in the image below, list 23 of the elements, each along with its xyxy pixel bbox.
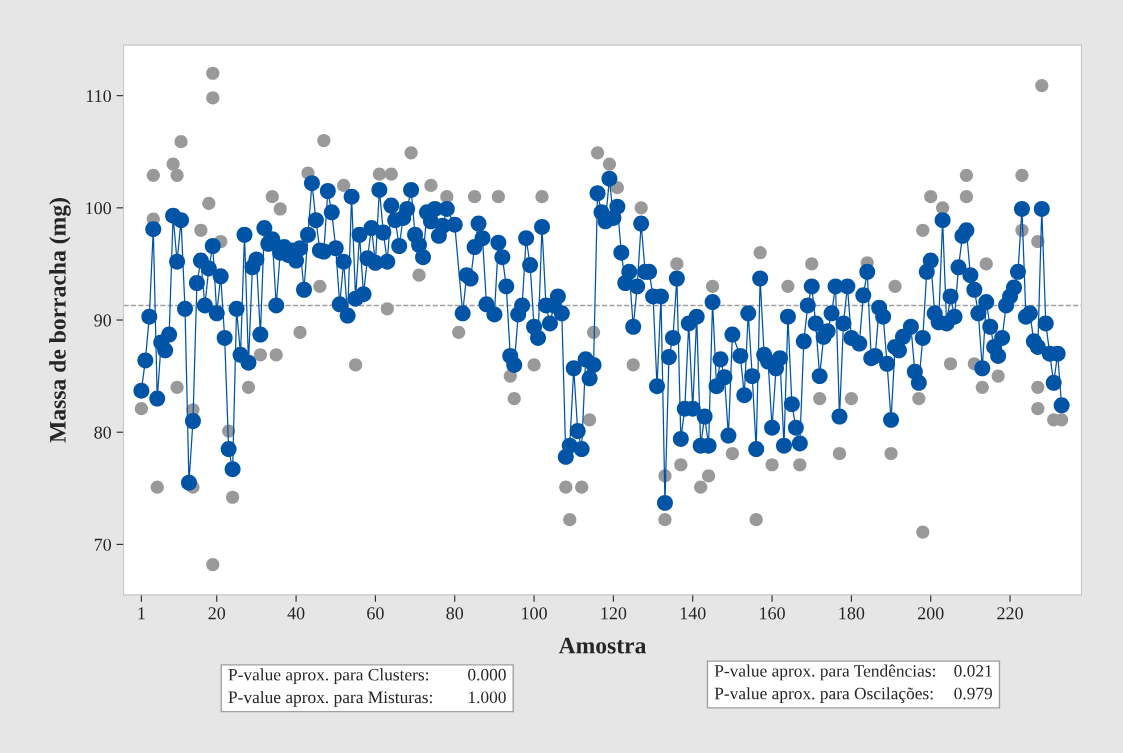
- y-tick-label: 70: [94, 538, 112, 551]
- x-axis-title: Amostra: [558, 637, 647, 654]
- x-tick-label: 80: [446, 607, 464, 620]
- y-tick-label: 80: [94, 426, 112, 439]
- text: P-value aprox. para Clusters: 0.000: [228, 668, 506, 685]
- x-tick-label: 100: [522, 607, 547, 620]
- y-tick-label: 110: [86, 89, 112, 103]
- text: P-value aprox. para Oscilações: 0.979: [714, 687, 993, 703]
- x-tick-label: 200: [917, 607, 944, 620]
- y-tick-label: 100: [86, 202, 112, 215]
- y-axis-title: Massa de borracha (mg): [49, 198, 71, 443]
- x-tick-label: 40: [287, 607, 305, 620]
- text: P-value aprox. para Tendências: 0.021: [714, 664, 992, 681]
- text: P-value aprox. para Misturas: 1.000: [228, 690, 506, 707]
- x-tick-label: 160: [760, 607, 785, 620]
- x-tick-label: 180: [839, 607, 865, 620]
- x-tick-label: 120: [601, 607, 627, 620]
- x-tick-label: 20: [208, 607, 226, 620]
- y-tick-label: 90: [94, 314, 112, 327]
- x-tick-label: 140: [680, 607, 706, 620]
- x-tick-label: 60: [367, 607, 384, 620]
- x-tick-label: 1: [138, 607, 145, 620]
- x-tick-label: 220: [997, 607, 1023, 620]
